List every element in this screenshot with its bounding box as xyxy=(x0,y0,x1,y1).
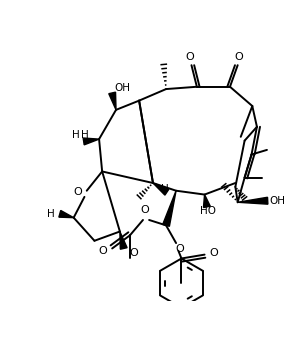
Polygon shape xyxy=(238,197,268,204)
Text: HO: HO xyxy=(200,207,216,217)
Text: O: O xyxy=(140,205,149,215)
Text: H: H xyxy=(81,130,89,140)
Text: O: O xyxy=(73,187,82,197)
Polygon shape xyxy=(109,92,116,110)
Polygon shape xyxy=(153,183,169,195)
Polygon shape xyxy=(203,195,210,208)
Text: O: O xyxy=(99,246,107,256)
Text: OH: OH xyxy=(114,83,130,93)
Text: OH: OH xyxy=(269,196,285,206)
Text: H: H xyxy=(72,130,80,140)
Text: H: H xyxy=(47,209,54,219)
Polygon shape xyxy=(120,232,127,249)
Text: O: O xyxy=(235,52,244,63)
Polygon shape xyxy=(59,211,74,218)
Polygon shape xyxy=(163,191,176,226)
Text: O: O xyxy=(176,244,184,254)
Text: H: H xyxy=(161,184,168,194)
Text: O: O xyxy=(185,52,194,63)
Text: O: O xyxy=(129,248,138,258)
Polygon shape xyxy=(83,138,99,145)
Text: O: O xyxy=(209,248,218,258)
